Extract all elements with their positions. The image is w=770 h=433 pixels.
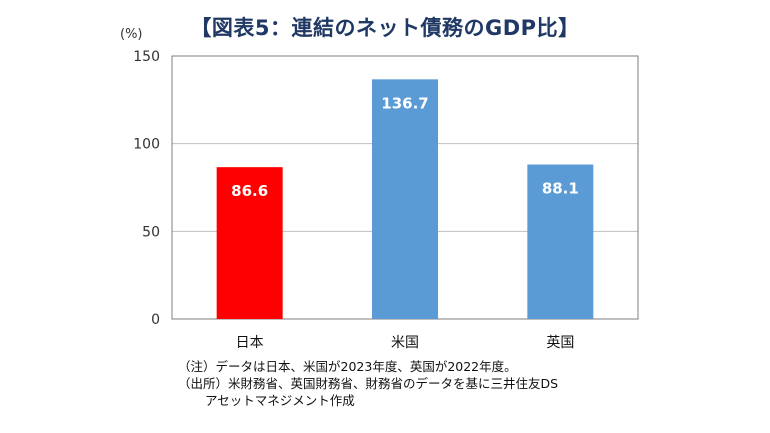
y-tick-label: 150 xyxy=(133,49,160,65)
note-text: データは日本、米国が2023年度、英国が2022年度。 xyxy=(215,359,517,374)
y-tick-label: 0 xyxy=(151,312,160,328)
footnotes: （注） データは日本、米国が2023年度、英国が2022年度。 （出所） 米財務… xyxy=(178,358,738,409)
bars xyxy=(216,79,594,319)
bar xyxy=(527,164,594,319)
y-tick-label: 100 xyxy=(133,137,160,153)
y-unit-label: (%) xyxy=(120,27,143,42)
x-category-label: 英国 xyxy=(546,334,574,351)
chart-title: 【図表5：連結のネット債務のGDP比】 xyxy=(190,16,580,40)
x-category-label: 米国 xyxy=(391,335,419,351)
data-label: 136.7 xyxy=(381,94,428,112)
note-label: （注） xyxy=(178,359,216,374)
bar xyxy=(216,167,283,319)
source-label: （出所） xyxy=(178,376,229,391)
data-label: 86.6 xyxy=(231,182,268,200)
data-label: 88.1 xyxy=(542,180,579,198)
source-text: 米財務省、英国財務省、財務省のデータを基に三井住友DS xyxy=(228,376,559,391)
y-tick-label: 50 xyxy=(142,224,160,240)
labels: 86.6 日本 136.7 米国 88.1 英国 xyxy=(231,94,579,351)
x-category-label: 日本 xyxy=(236,335,264,351)
source-text-continued: アセットマネジメント作成 xyxy=(205,393,355,408)
bar xyxy=(372,79,438,319)
